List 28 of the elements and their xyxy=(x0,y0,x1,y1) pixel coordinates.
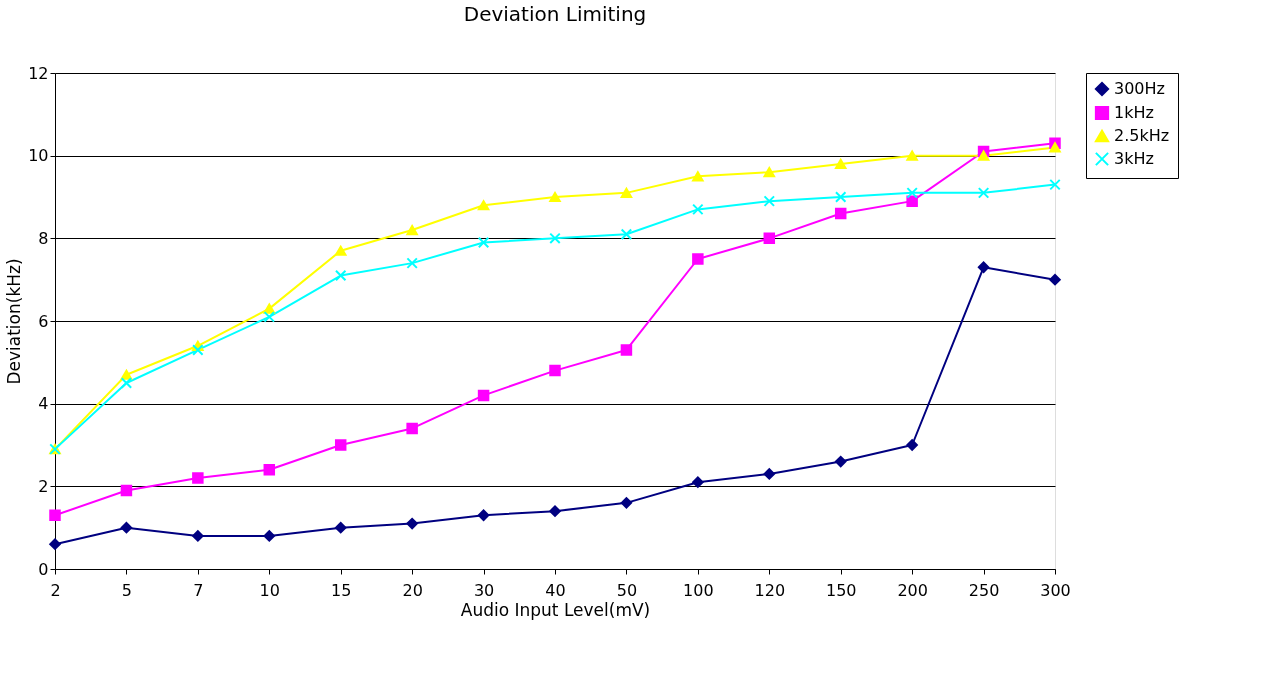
legend-label: 3kHz xyxy=(1114,149,1154,168)
x-tick-label: 5 xyxy=(121,580,133,600)
x-tick-label: 20 xyxy=(402,580,423,600)
x-tick-label: 300 xyxy=(1040,580,1071,600)
x-tick-label: 10 xyxy=(259,580,280,600)
x-tick-label: 40 xyxy=(545,580,566,600)
x-tick-label: 15 xyxy=(331,580,352,600)
x-tick-label: 100 xyxy=(683,580,714,600)
x-tick-label: 30 xyxy=(473,580,495,600)
y-axis-title: Deviation(kHz) xyxy=(4,258,25,385)
legend-label: 2.5kHz xyxy=(1114,126,1170,145)
y-tick-label: 2 xyxy=(38,476,49,496)
chart-title: Deviation Limiting xyxy=(463,2,647,26)
y-tick-label: 10 xyxy=(28,146,49,166)
x-tick-label: 50 xyxy=(616,580,638,600)
x-tick-label: 200 xyxy=(897,580,928,600)
x-tick-label: 7 xyxy=(193,580,204,600)
legend-label: 300Hz xyxy=(1114,79,1165,98)
x-tick-label: 250 xyxy=(968,580,1000,600)
y-tick-label: 4 xyxy=(38,394,49,414)
x-tick-label: 120 xyxy=(754,580,786,600)
y-tick-label: 8 xyxy=(38,228,49,248)
x-axis-title: Audio Input Level(mV) xyxy=(460,599,651,620)
y-tick-label: 6 xyxy=(38,311,49,331)
y-tick-label: 0 xyxy=(38,559,49,579)
y-tick-label: 12 xyxy=(28,63,49,83)
legend-label: 1kHz xyxy=(1114,103,1154,122)
x-tick-label: 150 xyxy=(825,580,857,600)
